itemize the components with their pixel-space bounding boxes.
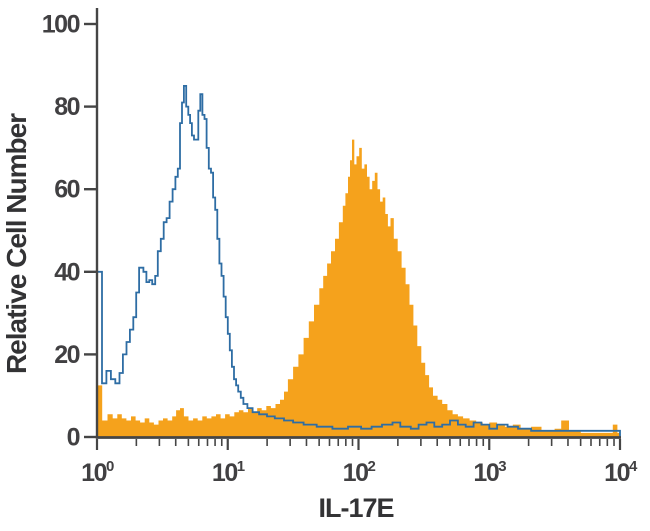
y-tick-label: 40	[54, 258, 79, 286]
x-axis-title: IL-17E	[318, 493, 393, 523]
y-tick-label: 0	[67, 424, 80, 452]
y-tick-label: 60	[54, 176, 79, 204]
y-axis-title: Relative Cell Number	[1, 113, 32, 374]
il17e-stained-histogram-fill	[97, 139, 620, 437]
x-tick-label: 100	[81, 458, 114, 487]
y-tick-label: 20	[54, 341, 79, 369]
x-tick-label: 103	[473, 458, 506, 487]
x-tick-label: 101	[212, 458, 245, 487]
y-tick-label: 100	[42, 11, 80, 39]
x-tick-label: 102	[343, 458, 376, 487]
y-tick-label: 80	[54, 93, 79, 121]
x-tick-label: 104	[604, 458, 638, 487]
control-histogram-outline	[96, 85, 621, 437]
